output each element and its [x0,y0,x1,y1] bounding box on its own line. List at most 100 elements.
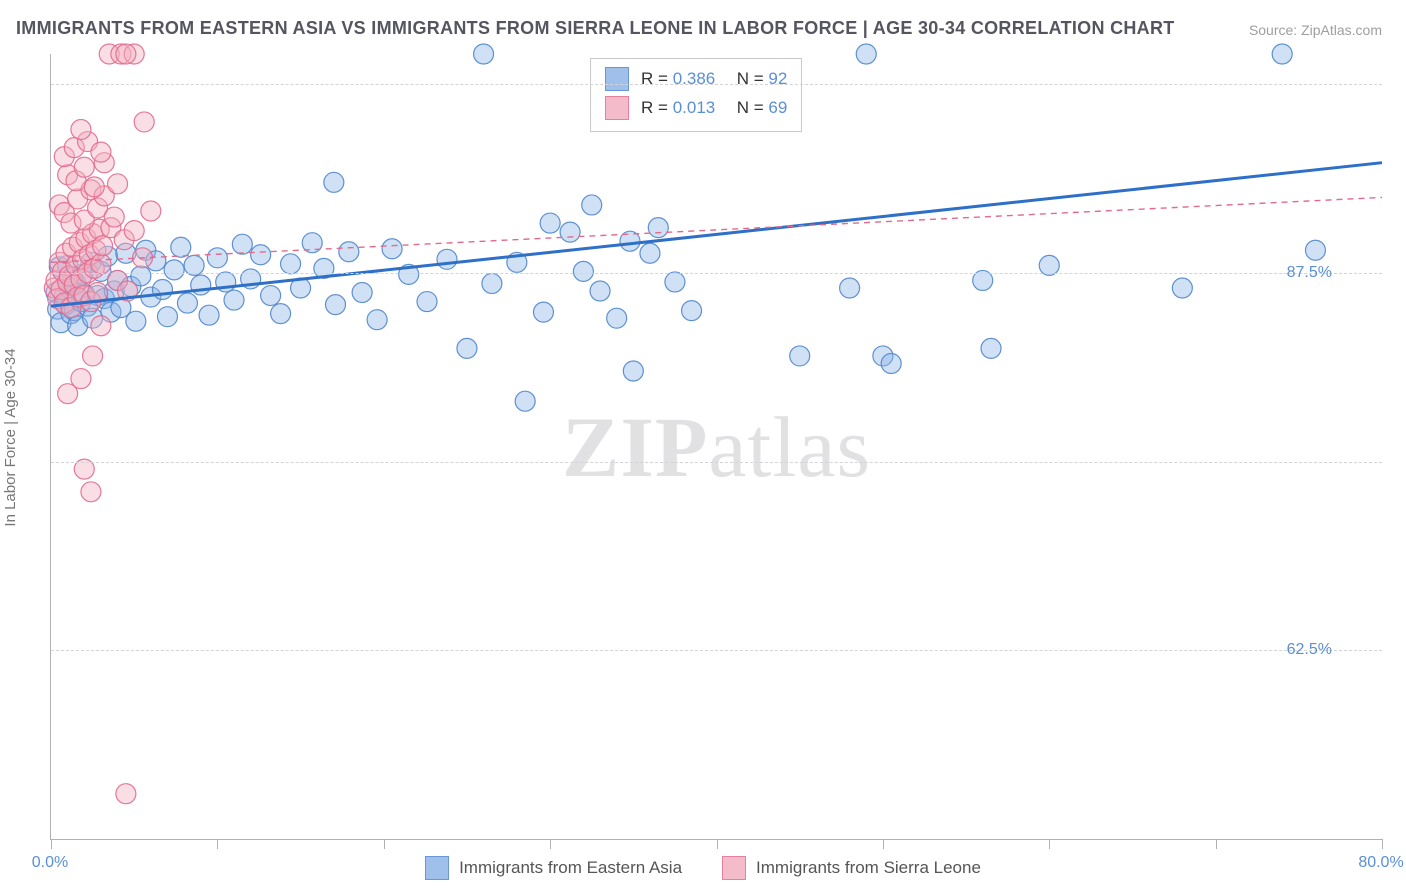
xtick [1216,839,1217,849]
data-point [93,236,113,256]
data-point [682,301,702,321]
data-point [324,172,344,192]
data-point [417,292,437,312]
data-point [590,281,610,301]
data-point [224,290,244,310]
data-point [177,293,197,313]
data-point [207,248,227,268]
data-point [91,142,111,162]
xtick [51,839,52,849]
ytick-label: 87.5% [1287,264,1332,282]
data-point [382,239,402,259]
xtick [717,839,718,849]
data-point [474,44,494,64]
xtick [217,839,218,849]
legend-row: R = 0.013 N = 69 [605,94,787,123]
data-point [515,391,535,411]
data-point [482,273,502,293]
legend-label: Immigrants from Sierra Leone [756,858,981,878]
gridline [51,650,1382,651]
chart-title: IMMIGRANTS FROM EASTERN ASIA VS IMMIGRAN… [16,18,1175,39]
gridline [51,462,1382,463]
data-point [665,272,685,292]
data-point [116,784,136,804]
data-point [71,119,91,139]
data-point [582,195,602,215]
gridline [51,273,1382,274]
legend-r: R = 0.386 [641,65,715,94]
data-point [91,316,111,336]
data-point [199,305,219,325]
chart-container: IMMIGRANTS FROM EASTERN ASIA VS IMMIGRAN… [0,0,1406,892]
data-point [1172,278,1192,298]
data-point [152,280,172,300]
xtick [1382,839,1383,849]
data-point [367,310,387,330]
data-point [124,221,144,241]
data-point [856,44,876,64]
legend-swatch [605,96,629,120]
legend-r: R = 0.013 [641,94,715,123]
data-point [881,353,901,373]
xtick [1049,839,1050,849]
data-point [648,218,668,238]
legend-series: Immigrants from Eastern Asia Immigrants f… [0,856,1406,880]
data-point [560,222,580,242]
legend-item: Immigrants from Sierra Leone [722,856,981,880]
legend-swatch [605,67,629,91]
data-point [84,177,104,197]
data-point [171,237,191,257]
data-point [108,174,128,194]
legend-item: Immigrants from Eastern Asia [425,856,682,880]
data-point [981,338,1001,358]
data-point [232,234,252,254]
data-point [157,307,177,327]
legend-n: N = 92 [727,65,787,94]
data-point [573,261,593,281]
data-point [326,295,346,315]
data-point [1272,44,1292,64]
legend-swatch [722,856,746,880]
legend-correlation: R = 0.386 N = 92R = 0.013 N = 69 [590,58,802,132]
data-point [607,308,627,328]
data-point [533,302,553,322]
data-point [116,44,136,64]
data-point [74,157,94,177]
data-point [437,249,457,269]
data-point [623,361,643,381]
legend-swatch [425,856,449,880]
ytick-label: 62.5% [1287,641,1332,659]
data-point [81,482,101,502]
data-point [164,260,184,280]
legend-row: R = 0.386 N = 92 [605,65,787,94]
y-axis-label: In Labor Force | Age 30-34 [2,259,19,437]
data-point [790,346,810,366]
plot-area: ZIPatlas R = 0.386 N = 92R = 0.013 N = 6… [50,54,1382,840]
legend-n: N = 69 [727,94,787,123]
data-point [71,369,91,389]
regression-line [51,197,1382,262]
data-point [840,278,860,298]
data-point [91,254,111,274]
xtick-label: 0.0% [32,854,68,872]
data-point [540,213,560,233]
data-point [83,346,103,366]
data-point [457,338,477,358]
legend-label: Immigrants from Eastern Asia [459,858,682,878]
xtick [384,839,385,849]
data-point [339,242,359,262]
data-point [134,112,154,132]
xtick [550,839,551,849]
data-point [640,243,660,263]
data-point [126,311,146,331]
gridline [51,84,1382,85]
source-label: Source: ZipAtlas.com [1249,22,1382,38]
data-point [141,201,161,221]
plot-svg [51,54,1382,839]
data-point [104,207,124,227]
data-point [271,304,291,324]
data-point [261,286,281,306]
data-point [352,283,372,303]
data-point [1305,240,1325,260]
xtick-label: 80.0% [1358,854,1403,872]
